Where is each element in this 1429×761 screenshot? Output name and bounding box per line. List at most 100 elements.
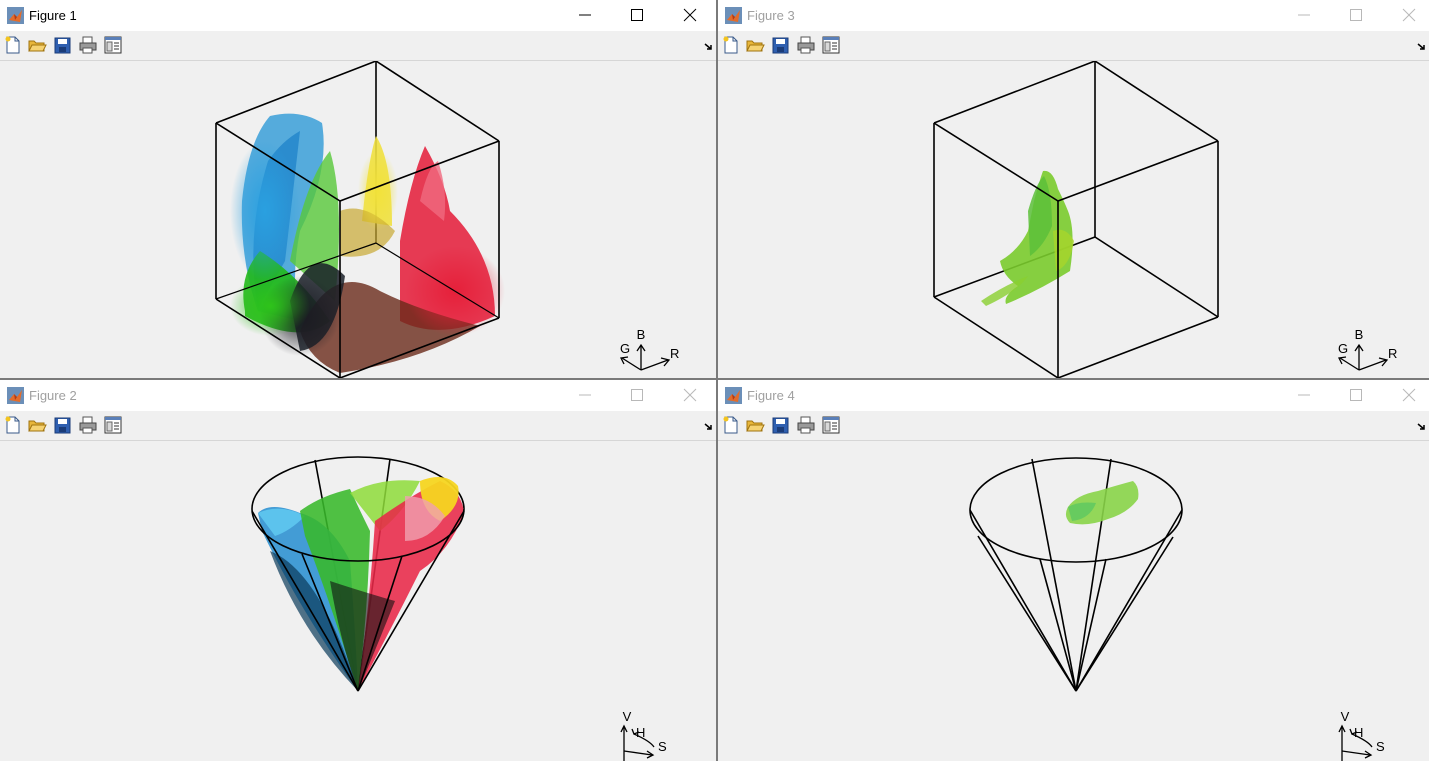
triad-left-label: G: [620, 341, 630, 356]
new-figure-icon: [5, 416, 20, 434]
dock-arrow-icon[interactable]: [1417, 42, 1427, 52]
minimize-button[interactable]: [562, 380, 608, 411]
triad-up-label: V: [623, 709, 632, 724]
rgb-scatter-axes[interactable]: B G R: [0, 61, 716, 378]
property-editor-icon: [104, 36, 122, 54]
save-button[interactable]: [53, 35, 73, 55]
new-figure-button[interactable]: [721, 35, 741, 55]
print-button[interactable]: [78, 415, 98, 435]
open-file-button[interactable]: [745, 415, 765, 435]
open-file-button[interactable]: [745, 35, 765, 55]
maximize-button[interactable]: [1333, 0, 1379, 31]
open-file-icon: [28, 420, 47, 432]
open-file-button[interactable]: [27, 35, 47, 55]
figure-2-window: Figure 2: [0, 380, 716, 761]
figure-1-window: Figure 1: [0, 0, 716, 378]
cube-front-edges: [933, 122, 1219, 378]
figure-3-titlebar[interactable]: Figure 3: [718, 0, 1429, 31]
window-title: Figure 1: [29, 8, 77, 23]
maximize-button[interactable]: [614, 380, 660, 411]
save-icon: [772, 37, 789, 54]
triad-right-label: R: [1388, 346, 1397, 361]
maximize-button[interactable]: [1333, 380, 1379, 411]
figure-toolbar: [718, 411, 1429, 441]
close-icon: [683, 8, 697, 22]
close-icon: [1402, 8, 1416, 22]
new-figure-button[interactable]: [3, 415, 23, 435]
close-button[interactable]: [1386, 0, 1429, 31]
matlab-icon: [725, 7, 742, 24]
maximize-icon: [1350, 9, 1362, 21]
save-button[interactable]: [53, 415, 73, 435]
figure-1-titlebar[interactable]: Figure 1: [0, 0, 716, 31]
triad-mid-label: H: [636, 725, 645, 740]
close-button[interactable]: [1386, 380, 1429, 411]
new-figure-button[interactable]: [3, 35, 23, 55]
rgb-selection-axes[interactable]: B G R: [718, 61, 1429, 378]
figure-3-window: Figure 3: [718, 0, 1429, 378]
window-title: Figure 3: [747, 8, 795, 23]
minimize-icon: [579, 14, 591, 16]
open-file-icon: [746, 420, 765, 432]
axis-triad: [620, 343, 671, 371]
cube-back-edges: [933, 61, 1219, 318]
figure-4-titlebar[interactable]: Figure 4: [718, 380, 1429, 411]
save-icon: [54, 417, 71, 434]
close-button[interactable]: [667, 0, 713, 31]
save-button[interactable]: [771, 35, 791, 55]
maximize-icon: [631, 389, 643, 401]
property-editor-button[interactable]: [103, 415, 123, 435]
triad-right-label: R: [670, 346, 679, 361]
window-divider-horizontal: [0, 378, 1429, 380]
new-figure-icon: [723, 36, 738, 54]
minimize-button[interactable]: [562, 0, 608, 31]
print-button[interactable]: [796, 415, 816, 435]
matlab-icon: [7, 387, 24, 404]
new-figure-button[interactable]: [721, 415, 741, 435]
close-button[interactable]: [667, 380, 713, 411]
triad-up-label: V: [1341, 709, 1350, 724]
triad-right-label: S: [1376, 739, 1385, 754]
dock-arrow-icon[interactable]: [704, 42, 714, 52]
figure-4-window: Figure 4: [718, 380, 1429, 761]
maximize-icon: [1350, 389, 1362, 401]
minimize-icon: [1298, 14, 1310, 16]
hsv-cone-axes[interactable]: V H S: [0, 441, 716, 761]
open-file-button[interactable]: [27, 415, 47, 435]
axis-triad: [1338, 343, 1389, 371]
maximize-button[interactable]: [614, 0, 660, 31]
save-button[interactable]: [771, 415, 791, 435]
new-figure-icon: [5, 36, 20, 54]
print-button[interactable]: [796, 35, 816, 55]
figure-2-titlebar[interactable]: Figure 2: [0, 380, 716, 411]
property-editor-icon: [822, 36, 840, 54]
print-icon: [797, 36, 815, 54]
minimize-icon: [1298, 394, 1310, 396]
hsv-selection-axes[interactable]: V H S: [718, 441, 1429, 761]
save-icon: [54, 37, 71, 54]
axis-triad: [620, 724, 655, 761]
triad-up-label: B: [1355, 327, 1364, 342]
figure-toolbar: [0, 411, 716, 441]
save-icon: [772, 417, 789, 434]
property-editor-button[interactable]: [821, 415, 841, 435]
selected-point-cloud: [981, 170, 1074, 306]
minimize-button[interactable]: [1281, 380, 1327, 411]
print-icon: [797, 416, 815, 434]
property-editor-icon: [822, 416, 840, 434]
open-file-icon: [746, 40, 765, 52]
minimize-icon: [579, 394, 591, 396]
new-figure-icon: [723, 416, 738, 434]
dock-arrow-icon[interactable]: [1417, 422, 1427, 432]
minimize-button[interactable]: [1281, 0, 1327, 31]
property-editor-button[interactable]: [103, 35, 123, 55]
figure-toolbar: [0, 31, 716, 61]
print-button[interactable]: [78, 35, 98, 55]
selected-point-cloud: [1065, 481, 1139, 525]
window-title: Figure 2: [29, 388, 77, 403]
triad-right-label: S: [658, 739, 667, 754]
figure-toolbar: [718, 31, 1429, 61]
property-editor-button[interactable]: [821, 35, 841, 55]
axis-triad: [1338, 724, 1373, 761]
dock-arrow-icon[interactable]: [704, 422, 714, 432]
